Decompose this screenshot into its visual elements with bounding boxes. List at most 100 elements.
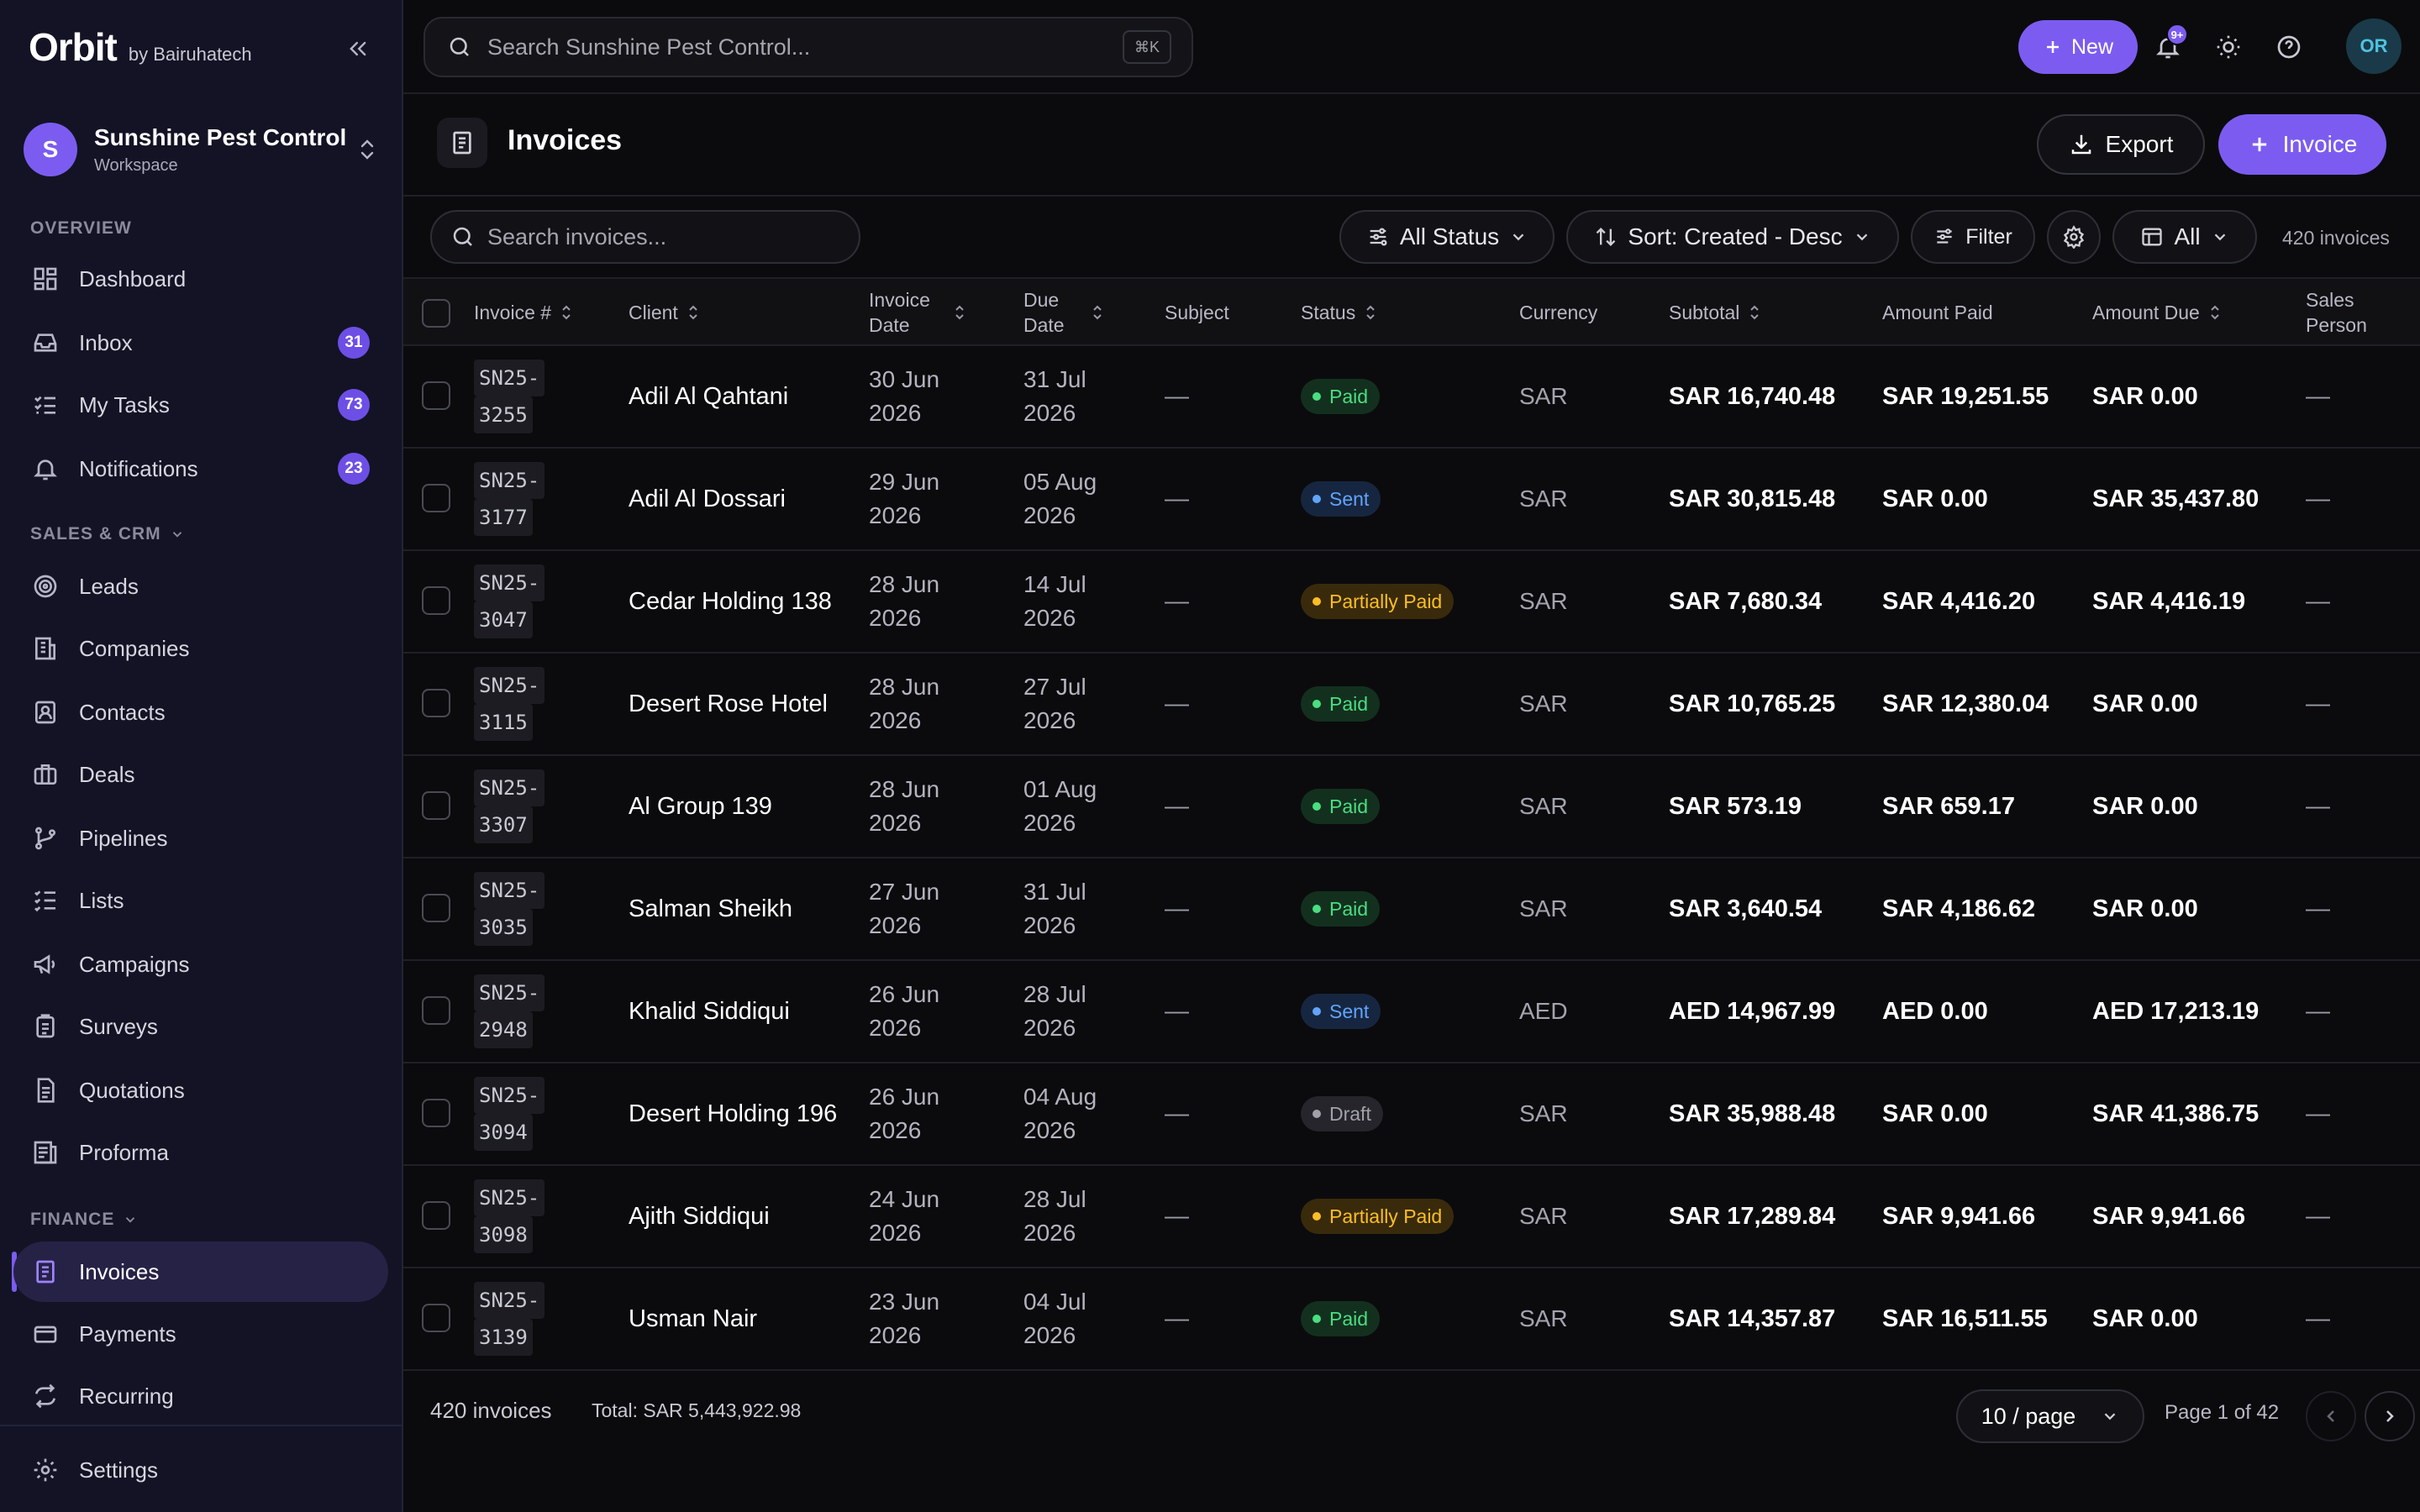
column-header-status[interactable]: Status: [1301, 279, 1377, 346]
sort-icon: [1093, 305, 1102, 320]
sidebar-item-payments[interactable]: Payments: [13, 1304, 388, 1364]
export-button[interactable]: Export: [2037, 114, 2205, 175]
row-checkbox[interactable]: [422, 996, 450, 1025]
invoice-number[interactable]: SN25- 2948: [474, 961, 545, 1062]
global-search-input[interactable]: [487, 34, 1076, 60]
workspace-name: Sunshine Pest Control: [94, 123, 347, 150]
sidebar-item-label: Companies: [79, 635, 190, 661]
create-invoice-button[interactable]: Invoice: [2218, 114, 2386, 175]
invoice-search-input[interactable]: [487, 223, 840, 250]
invoice-number[interactable]: SN25- 3139: [474, 1268, 545, 1369]
row-checkbox[interactable]: [422, 689, 450, 717]
section-sales-crm[interactable]: SALES & CRM: [30, 524, 185, 544]
sidebar-item-leads[interactable]: Leads: [13, 556, 388, 617]
user-avatar[interactable]: OR: [2346, 18, 2402, 74]
sort-dropdown[interactable]: Sort: Created - Desc: [1566, 210, 1899, 264]
table-row[interactable]: SN25- 3115 Desert Rose Hotel 28 Jun 2026 27 J…: [403, 654, 2420, 756]
row-checkbox[interactable]: [422, 381, 450, 410]
table-row[interactable]: SN25- 3307 Al Group 139 28 Jun 2026 01 Aug 202…: [403, 756, 2420, 858]
column-header-invoice-number[interactable]: Invoice #: [474, 279, 573, 346]
sidebar-item-lists[interactable]: Lists: [13, 870, 388, 931]
column-header-due-date[interactable]: Due Date: [1023, 279, 1124, 346]
column-header-subtotal[interactable]: Subtotal: [1669, 279, 1761, 346]
per-page-select[interactable]: 10 / page: [1956, 1389, 2144, 1443]
table-row[interactable]: SN25- 2948 Khalid Siddiqui 26 Jun 2026 28 Jul…: [403, 961, 2420, 1063]
sidebar-item-companies[interactable]: Companies: [13, 618, 388, 679]
client-name[interactable]: Adil Al Qahtani: [629, 382, 789, 410]
sidebar-item-notifications[interactable]: Notifications 23: [13, 438, 388, 499]
client-name[interactable]: Salman Sheikh: [629, 895, 793, 922]
column-header-client[interactable]: Client: [629, 279, 700, 346]
sidebar-item-pipelines[interactable]: Pipelines: [13, 808, 388, 869]
row-checkbox[interactable]: [422, 484, 450, 512]
due-date: 04 Jul 2026: [1023, 1289, 1086, 1348]
collapse-sidebar-icon[interactable]: [343, 34, 373, 64]
sidebar-item-inbox[interactable]: Inbox 31: [13, 312, 388, 373]
filter-button[interactable]: Filter: [1911, 210, 2035, 264]
amount-due: AED 17,213.19: [2092, 997, 2260, 1025]
table-row[interactable]: SN25- 3177 Adil Al Dossari 29 Jun 2026 05 Aug…: [403, 449, 2420, 551]
sidebar: Orbit by Bairuhatech S Sunshine Pest Con…: [0, 0, 403, 1512]
invoice-number[interactable]: SN25- 3115: [474, 654, 545, 754]
table-row[interactable]: SN25- 3035 Salman Sheikh 27 Jun 2026 31 Jul 20…: [403, 858, 2420, 961]
status-filter-dropdown[interactable]: All Status: [1339, 210, 1555, 264]
invoice-number[interactable]: SN25- 3098: [474, 1166, 545, 1267]
row-checkbox[interactable]: [422, 586, 450, 615]
table-row[interactable]: SN25- 3047 Cedar Holding 138 28 Jun 2026 14 J…: [403, 551, 2420, 654]
table-settings-gear-icon[interactable]: [2047, 210, 2101, 264]
sliders-icon: [1370, 228, 1387, 246]
table-row[interactable]: SN25- 3139 Usman Nair 23 Jun 2026 04 Jul 2026 —…: [403, 1268, 2420, 1371]
subtotal: SAR 7,680.34: [1669, 587, 1823, 615]
invoice-number[interactable]: SN25- 3177: [474, 449, 545, 549]
next-page-chevron-right-icon[interactable]: [2365, 1391, 2415, 1441]
table-row[interactable]: SN25- 3094 Desert Holding 196 26 Jun 2026 04 …: [403, 1063, 2420, 1166]
sidebar-item-proforma[interactable]: Proforma: [13, 1122, 388, 1183]
row-checkbox[interactable]: [422, 791, 450, 820]
sidebar-item-quotations[interactable]: Quotations: [13, 1060, 388, 1121]
section-finance[interactable]: FINANCE: [30, 1210, 138, 1230]
table-row[interactable]: SN25- 3098 Ajith Siddiqui 24 Jun 2026 28 Jul 2…: [403, 1166, 2420, 1268]
sidebar-item-dashboard[interactable]: Dashboard: [13, 249, 388, 309]
row-checkbox[interactable]: [422, 894, 450, 922]
brand-logo[interactable]: Orbit by Bairuhatech: [29, 25, 252, 69]
currency: SAR: [1519, 1305, 1568, 1331]
global-search[interactable]: ⌘K: [424, 17, 1193, 77]
invoice-search[interactable]: [430, 210, 860, 264]
sidebar-item-contacts[interactable]: Contacts: [13, 682, 388, 743]
client-name[interactable]: Khalid Siddiqui: [629, 997, 790, 1025]
client-name[interactable]: Desert Holding 196: [629, 1100, 838, 1127]
select-all-checkbox[interactable]: [422, 299, 450, 328]
workspace-switcher[interactable]: S Sunshine Pest Control Workspace: [24, 118, 380, 181]
row-checkbox[interactable]: [422, 1099, 450, 1127]
invoice-number[interactable]: SN25- 3047: [474, 551, 545, 652]
view-dropdown[interactable]: All: [2112, 210, 2257, 264]
client-name[interactable]: Adil Al Dossari: [629, 485, 786, 512]
sales-person: —: [2306, 690, 2330, 717]
client-name[interactable]: Ajith Siddiqui: [629, 1202, 770, 1230]
sidebar-item-deals[interactable]: Deals: [13, 744, 388, 805]
sidebar-item-recurring[interactable]: Recurring: [13, 1366, 388, 1426]
invoice-number[interactable]: SN25- 3035: [474, 858, 545, 959]
client-name[interactable]: Al Group 139: [629, 792, 772, 820]
invoice-number[interactable]: SN25- 3255: [474, 346, 545, 447]
column-header-amount-due[interactable]: Amount Due: [2092, 279, 2222, 346]
column-header-invoice-date[interactable]: Invoice Date: [869, 279, 995, 346]
sidebar-item-campaigns[interactable]: Campaigns: [13, 934, 388, 995]
row-checkbox[interactable]: [422, 1304, 450, 1332]
sidebar-item-settings[interactable]: Settings: [13, 1440, 388, 1500]
help-icon[interactable]: [2272, 30, 2306, 64]
sidebar-item-surveys[interactable]: Surveys: [13, 996, 388, 1057]
prev-page-chevron-left-icon[interactable]: [2306, 1391, 2356, 1441]
table-row[interactable]: SN25- 3255 Adil Al Qahtani 30 Jun 2026 31 Jul…: [403, 346, 2420, 449]
invoice-number[interactable]: SN25- 3307: [474, 756, 545, 857]
chevron-down-icon: [2104, 1413, 2116, 1420]
client-name[interactable]: Cedar Holding 138: [629, 587, 832, 615]
row-checkbox[interactable]: [422, 1201, 450, 1230]
invoice-number[interactable]: SN25- 3094: [474, 1063, 545, 1164]
new-button[interactable]: New: [2018, 20, 2138, 74]
theme-toggle-sun-icon[interactable]: [2212, 30, 2245, 64]
client-name[interactable]: Desert Rose Hotel: [629, 690, 828, 717]
sidebar-item-invoices[interactable]: Invoices: [13, 1242, 388, 1302]
sidebar-item-my-tasks[interactable]: My Tasks 73: [13, 375, 388, 435]
client-name[interactable]: Usman Nair: [629, 1305, 758, 1332]
